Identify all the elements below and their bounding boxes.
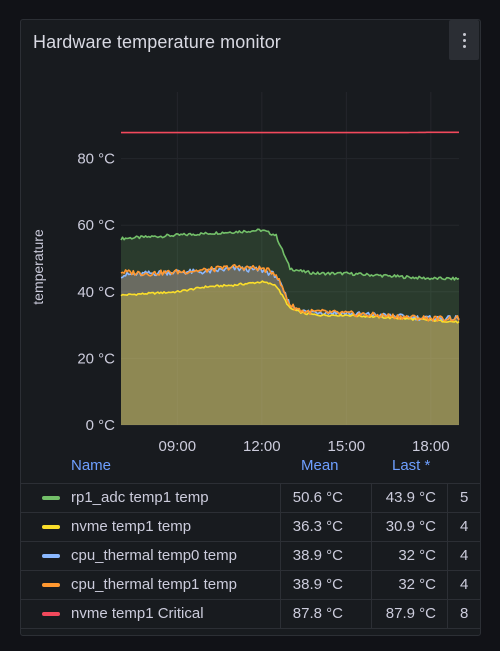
legend-header-last[interactable]: Last * bbox=[392, 457, 431, 474]
column-divider bbox=[371, 542, 372, 570]
chart-areas bbox=[121, 229, 459, 425]
legend-extra-value: 8 bbox=[460, 605, 469, 622]
legend-rows: rp1_adc temp1 temp 50.6 °C 43.9 °C 5 nvme te… bbox=[21, 483, 480, 628]
panel: Hardware temperature monitor 0 °C 20 °C 40… bbox=[20, 19, 481, 636]
y-tick-label: 80 °C bbox=[77, 151, 115, 168]
series-area bbox=[121, 264, 459, 425]
x-tick-label: 12:00 bbox=[243, 438, 281, 455]
series-color-swatch bbox=[42, 496, 60, 500]
legend-table: Name Mean Last * rp1_adc temp1 temp 50.6 … bbox=[21, 455, 480, 629]
column-divider bbox=[447, 484, 448, 512]
legend-mean-value: 36.3 °C bbox=[292, 518, 343, 535]
column-divider bbox=[280, 513, 281, 541]
legend-mean-value: 87.8 °C bbox=[292, 605, 343, 622]
column-divider bbox=[280, 484, 281, 512]
legend-row[interactable]: rp1_adc temp1 temp 50.6 °C 43.9 °C 5 bbox=[21, 483, 480, 512]
x-tick-label: 18:00 bbox=[412, 438, 450, 455]
legend-extra-value: 4 bbox=[460, 518, 469, 535]
column-divider bbox=[371, 571, 372, 599]
temperature-chart: 0 °C 20 °C 40 °C 60 °C 80 °C 09:00 12:00 15:00… bbox=[30, 92, 460, 455]
panel-menu-button[interactable] bbox=[449, 20, 479, 60]
legend-last-value: 43.9 °C bbox=[385, 489, 436, 506]
legend-extra-value: 5 bbox=[460, 489, 469, 506]
legend-header-mean[interactable]: Mean bbox=[301, 457, 339, 474]
legend-series-name: nvme temp1 temp bbox=[71, 518, 192, 535]
column-divider bbox=[371, 484, 372, 512]
x-axis-ticks: 09:00 12:00 15:00 18:00 bbox=[159, 438, 450, 455]
y-tick-label: 0 °C bbox=[86, 417, 116, 434]
series-color-swatch bbox=[42, 554, 60, 558]
column-divider bbox=[447, 542, 448, 570]
legend-row[interactable]: nvme temp1 temp 36.3 °C 30.9 °C 4 bbox=[21, 512, 480, 541]
column-divider bbox=[447, 600, 448, 628]
series-line bbox=[120, 263, 460, 322]
legend-series-name: cpu_thermal temp0 temp bbox=[71, 547, 237, 564]
x-tick-label: 09:00 bbox=[159, 438, 197, 455]
kebab-vertical-icon bbox=[462, 32, 466, 48]
legend-bottom-border bbox=[21, 628, 480, 629]
legend-extra-value: 4 bbox=[460, 576, 469, 593]
series-area bbox=[121, 266, 459, 425]
y-tick-label: 40 °C bbox=[77, 284, 115, 301]
legend-row[interactable]: cpu_thermal temp0 temp 38.9 °C 32 °C 4 bbox=[21, 541, 480, 570]
legend-mean-value: 50.6 °C bbox=[292, 489, 343, 506]
column-divider bbox=[280, 571, 281, 599]
x-tick-label: 15:00 bbox=[328, 438, 366, 455]
legend-last-value: 32 °C bbox=[398, 576, 436, 593]
column-divider bbox=[371, 600, 372, 628]
column-divider bbox=[447, 571, 448, 599]
y-axis-ticks: 0 °C 20 °C 40 °C 60 °C 80 °C bbox=[77, 151, 115, 434]
column-divider bbox=[280, 542, 281, 570]
column-divider bbox=[280, 600, 281, 628]
legend-mean-value: 38.9 °C bbox=[292, 547, 343, 564]
series-color-swatch bbox=[42, 525, 60, 529]
chart-grid bbox=[121, 92, 459, 426]
legend-last-value: 32 °C bbox=[398, 547, 436, 564]
column-divider bbox=[447, 513, 448, 541]
series-color-swatch bbox=[42, 612, 60, 616]
legend-series-name: rp1_adc temp1 temp bbox=[71, 489, 209, 506]
legend-extra-value: 4 bbox=[460, 547, 469, 564]
legend-last-value: 87.9 °C bbox=[385, 605, 436, 622]
legend-series-name: nvme temp1 Critical bbox=[71, 605, 204, 622]
legend-series-name: cpu_thermal temp1 temp bbox=[71, 576, 237, 593]
y-tick-label: 60 °C bbox=[77, 217, 115, 234]
y-axis-label: temperature bbox=[30, 229, 46, 305]
series-line bbox=[120, 228, 460, 281]
legend-header-name[interactable]: Name bbox=[71, 457, 112, 474]
legend-row[interactable]: nvme temp1 Critical 87.8 °C 87.9 °C 8 bbox=[21, 599, 480, 628]
y-tick-label: 20 °C bbox=[77, 350, 115, 367]
series-color-swatch bbox=[42, 583, 60, 587]
series-area bbox=[121, 229, 459, 425]
column-divider bbox=[371, 513, 372, 541]
legend-row[interactable]: cpu_thermal temp1 temp 38.9 °C 32 °C 4 bbox=[21, 570, 480, 599]
chart-lines bbox=[120, 131, 460, 324]
legend-mean-value: 38.9 °C bbox=[292, 576, 343, 593]
legend-header: Name Mean Last * bbox=[21, 455, 480, 483]
legend-last-value: 30.9 °C bbox=[385, 518, 436, 535]
panel-title: Hardware temperature monitor bbox=[33, 32, 281, 52]
